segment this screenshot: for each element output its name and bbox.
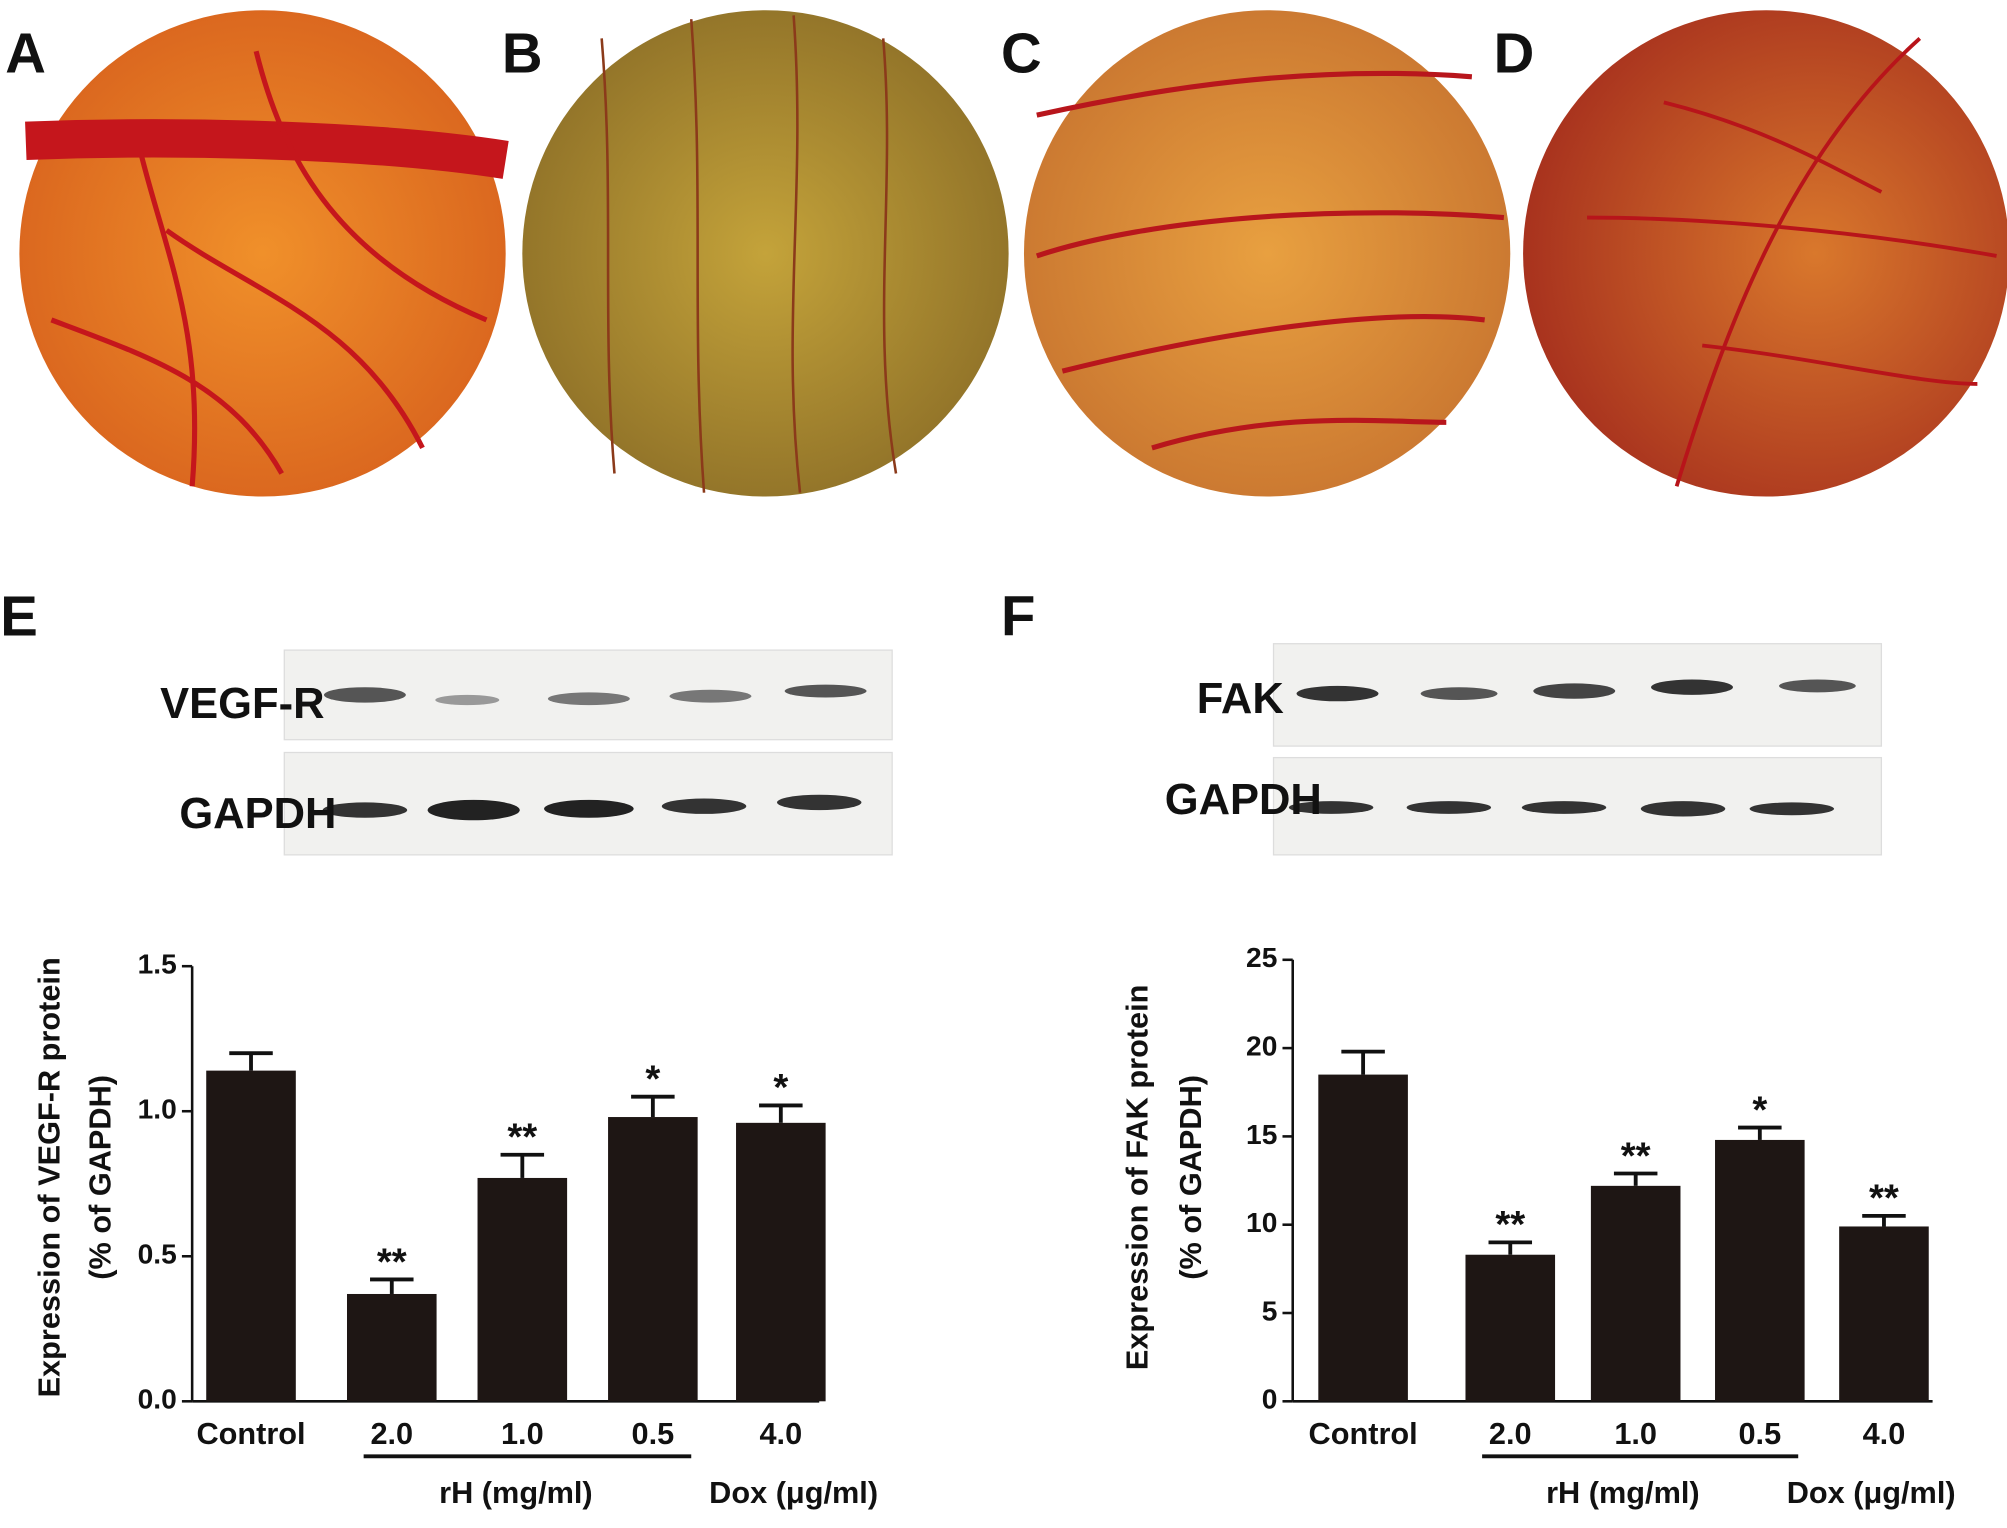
blot-label: FAK: [1197, 675, 1285, 723]
group-label: rH (mg/ml): [1546, 1475, 1700, 1510]
significance-label: **: [1869, 1177, 1899, 1220]
significance-label: **: [1495, 1203, 1525, 1246]
photos: A B C D: [5, 10, 2007, 497]
significance-label: *: [645, 1058, 660, 1101]
bar: [477, 1177, 568, 1402]
bands: [322, 684, 867, 821]
y-tick-label: 25: [1246, 942, 1277, 973]
x-tick-label: 2.0: [370, 1416, 413, 1451]
y-tick-label: 20: [1246, 1031, 1277, 1062]
y-tick-label: 10: [1246, 1207, 1277, 1238]
y-tick-label: 0.5: [138, 1239, 177, 1270]
bar: [1715, 1139, 1805, 1402]
vessels: [1587, 36, 1997, 487]
y-tick-label: 0.0: [138, 1384, 177, 1415]
photo: [522, 10, 1009, 497]
y-axis-label: Expression of VEGF-R protein: [31, 957, 66, 1397]
significance-label: *: [773, 1066, 788, 1109]
bands: [1288, 679, 1856, 817]
y-tick-label: 5: [1262, 1295, 1278, 1326]
panel-label: F: [1001, 585, 1035, 648]
x-tick-label: 4.0: [759, 1416, 802, 1451]
significance-label: **: [507, 1116, 537, 1159]
x-tick-label: Control: [1309, 1416, 1418, 1451]
x-tick-label: 1.0: [501, 1416, 544, 1451]
bar: [1839, 1226, 1929, 1402]
group-label: Dox (μg/ml): [709, 1475, 878, 1510]
bar: [1465, 1254, 1556, 1402]
y-tick-label: 1.5: [138, 949, 177, 980]
photo: [1023, 10, 1511, 497]
significance-label: *: [1752, 1088, 1767, 1131]
panel-label: C: [1001, 21, 1042, 84]
x-tick-label: 4.0: [1863, 1416, 1906, 1451]
blot-label: GAPDH: [179, 790, 336, 838]
bar: [1318, 1074, 1408, 1402]
bar: [608, 1117, 698, 1402]
y-axis-label: (% of GAPDH): [83, 1075, 118, 1280]
bar: [736, 1122, 826, 1402]
group-label: Dox (μg/ml): [1787, 1475, 1956, 1510]
significance-label: **: [377, 1240, 407, 1283]
bar: [206, 1070, 296, 1402]
y-axis-label: Expression of FAK protein: [1119, 985, 1154, 1371]
blots: E VEGF-R GAPDH F FAK GAPDH: [0, 585, 1883, 856]
panel-label: D: [1494, 21, 1535, 84]
vessels: [25, 50, 509, 487]
x-tick-label: 2.0: [1489, 1416, 1532, 1451]
blot-label: VEGF-R: [160, 680, 324, 728]
vessels: [600, 15, 898, 493]
blot-label: GAPDH: [1165, 776, 1322, 824]
panel-label: B: [502, 21, 543, 84]
x-tick-label: 0.5: [1738, 1416, 1781, 1451]
x-tick-label: 1.0: [1614, 1416, 1657, 1451]
group-label: rH (mg/ml): [439, 1475, 593, 1510]
vessels: [1035, 70, 1505, 451]
y-tick-label: 15: [1246, 1119, 1277, 1150]
x-tick-label: 0.5: [632, 1416, 675, 1451]
panel-label: E: [0, 585, 38, 648]
y-tick-label: 0: [1262, 1384, 1278, 1415]
bar: [346, 1293, 437, 1402]
panel-label: A: [5, 21, 46, 84]
y-axis-label: (% of GAPDH): [1173, 1075, 1208, 1280]
x-tick-label: Control: [196, 1416, 305, 1451]
y-tick-label: 1.0: [138, 1094, 177, 1125]
bar: [1590, 1185, 1681, 1402]
significance-label: **: [1621, 1134, 1651, 1177]
